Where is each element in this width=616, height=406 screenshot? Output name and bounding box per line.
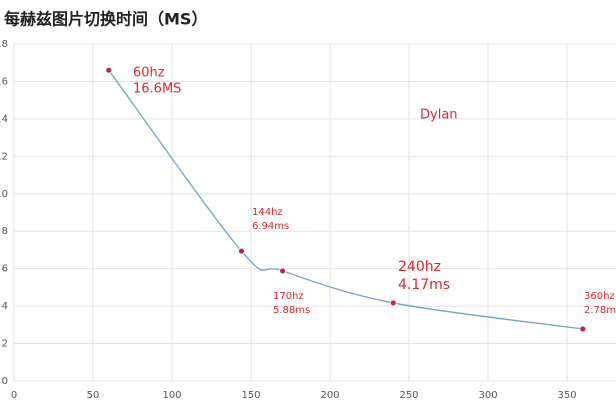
annotation: 60hz [133,66,165,81]
y-tick-label: 14 [0,114,8,125]
x-tick-label: 50 [87,390,100,401]
y-tick-label: 2 [2,339,8,350]
annotation: 360hz [584,291,615,302]
x-tick-label: 350 [557,390,576,401]
x-tick-label: 250 [399,390,418,401]
y-tick-label: 10 [0,189,8,200]
x-tick-label: 200 [320,390,339,401]
annotation: 2.78ms [584,305,616,316]
y-tick-label: 16 [0,76,8,87]
y-tick-label: 0 [2,376,8,387]
chart-title: 每赫兹图片切换时间（MS） [4,10,207,29]
data-point [105,66,113,74]
annotation: 6.94ms [252,221,289,232]
legend-label: Dylan [420,108,458,123]
x-tick-label: 100 [162,390,181,401]
data-point [279,267,287,275]
annotation: 4.17ms [398,277,450,293]
annotation: 240hz [398,259,441,275]
y-tick-label: 6 [2,264,8,275]
y-tick-label: 12 [0,151,8,162]
y-tick-label: 18 [0,39,8,50]
annotation: 144hz [252,207,283,218]
data-point [579,325,587,333]
data-point [389,299,397,307]
x-tick-label: 0 [11,390,17,401]
x-tick-label: 300 [478,390,497,401]
x-tick-label: 150 [241,390,260,401]
y-tick-label: 4 [2,301,8,312]
annotation: 5.88ms [273,305,310,316]
y-tick-label: 8 [2,226,8,237]
series-line [108,69,583,330]
data-point [238,247,245,255]
annotation: 16.6MS [133,82,181,97]
annotation: 170hz [273,291,304,302]
